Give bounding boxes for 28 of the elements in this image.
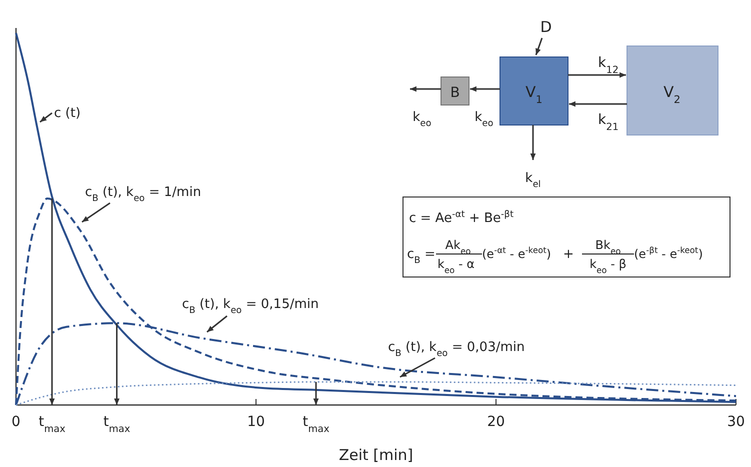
annotation: c$_{B}$ = (407, 247, 436, 266)
annotation: k$_{el}$ (525, 171, 541, 190)
series-label: c$_{B}$ (t), k$_{eo}$ = 0,03/min (388, 340, 525, 359)
annotation: c = Ae$^{-αt}$ + Be$^{-βt}$ (409, 210, 514, 226)
series-label: c (t) (54, 106, 81, 121)
series-label: c$_{B}$ (t), k$_{eo}$ = 0,15/min (182, 297, 319, 316)
annotation: k$_{eo}$ - β (590, 257, 626, 275)
x-tick-label: 30 (727, 414, 745, 430)
series-label: c$_{B}$ (t), k$_{eo}$ = 1/min (85, 185, 202, 204)
x-axis-title: Zeit [min] (338, 446, 414, 464)
annotation: B (450, 85, 460, 101)
annotation: k$_{eo}$ (412, 110, 432, 129)
annotation: t$_{max}$ (103, 414, 130, 434)
annotation: k$_{eo}$ (474, 110, 494, 129)
annotation: V$_{2}$ (664, 83, 680, 106)
annotation: + (563, 247, 574, 262)
annotation: (e$^{-βt}$ - e$^{-keot}$) (634, 245, 703, 261)
x-tick-label: 0 (12, 414, 20, 430)
annotation: V$_{1}$ (526, 83, 542, 106)
annotation: k$_{eo}$ - α (437, 257, 475, 275)
annotation: k$_{21}$ (598, 112, 619, 132)
annotation: (e$^{-αt}$ - e$^{-keot}$) (482, 245, 552, 261)
annotation: t$_{max}$ (302, 414, 330, 434)
annotation: k$_{12}$ (598, 55, 619, 76)
x-tick-label: 20 (487, 414, 505, 430)
x-tick-label: 10 (247, 414, 265, 430)
annotation: t$_{max}$ (38, 414, 66, 434)
annotation: D (540, 18, 552, 36)
